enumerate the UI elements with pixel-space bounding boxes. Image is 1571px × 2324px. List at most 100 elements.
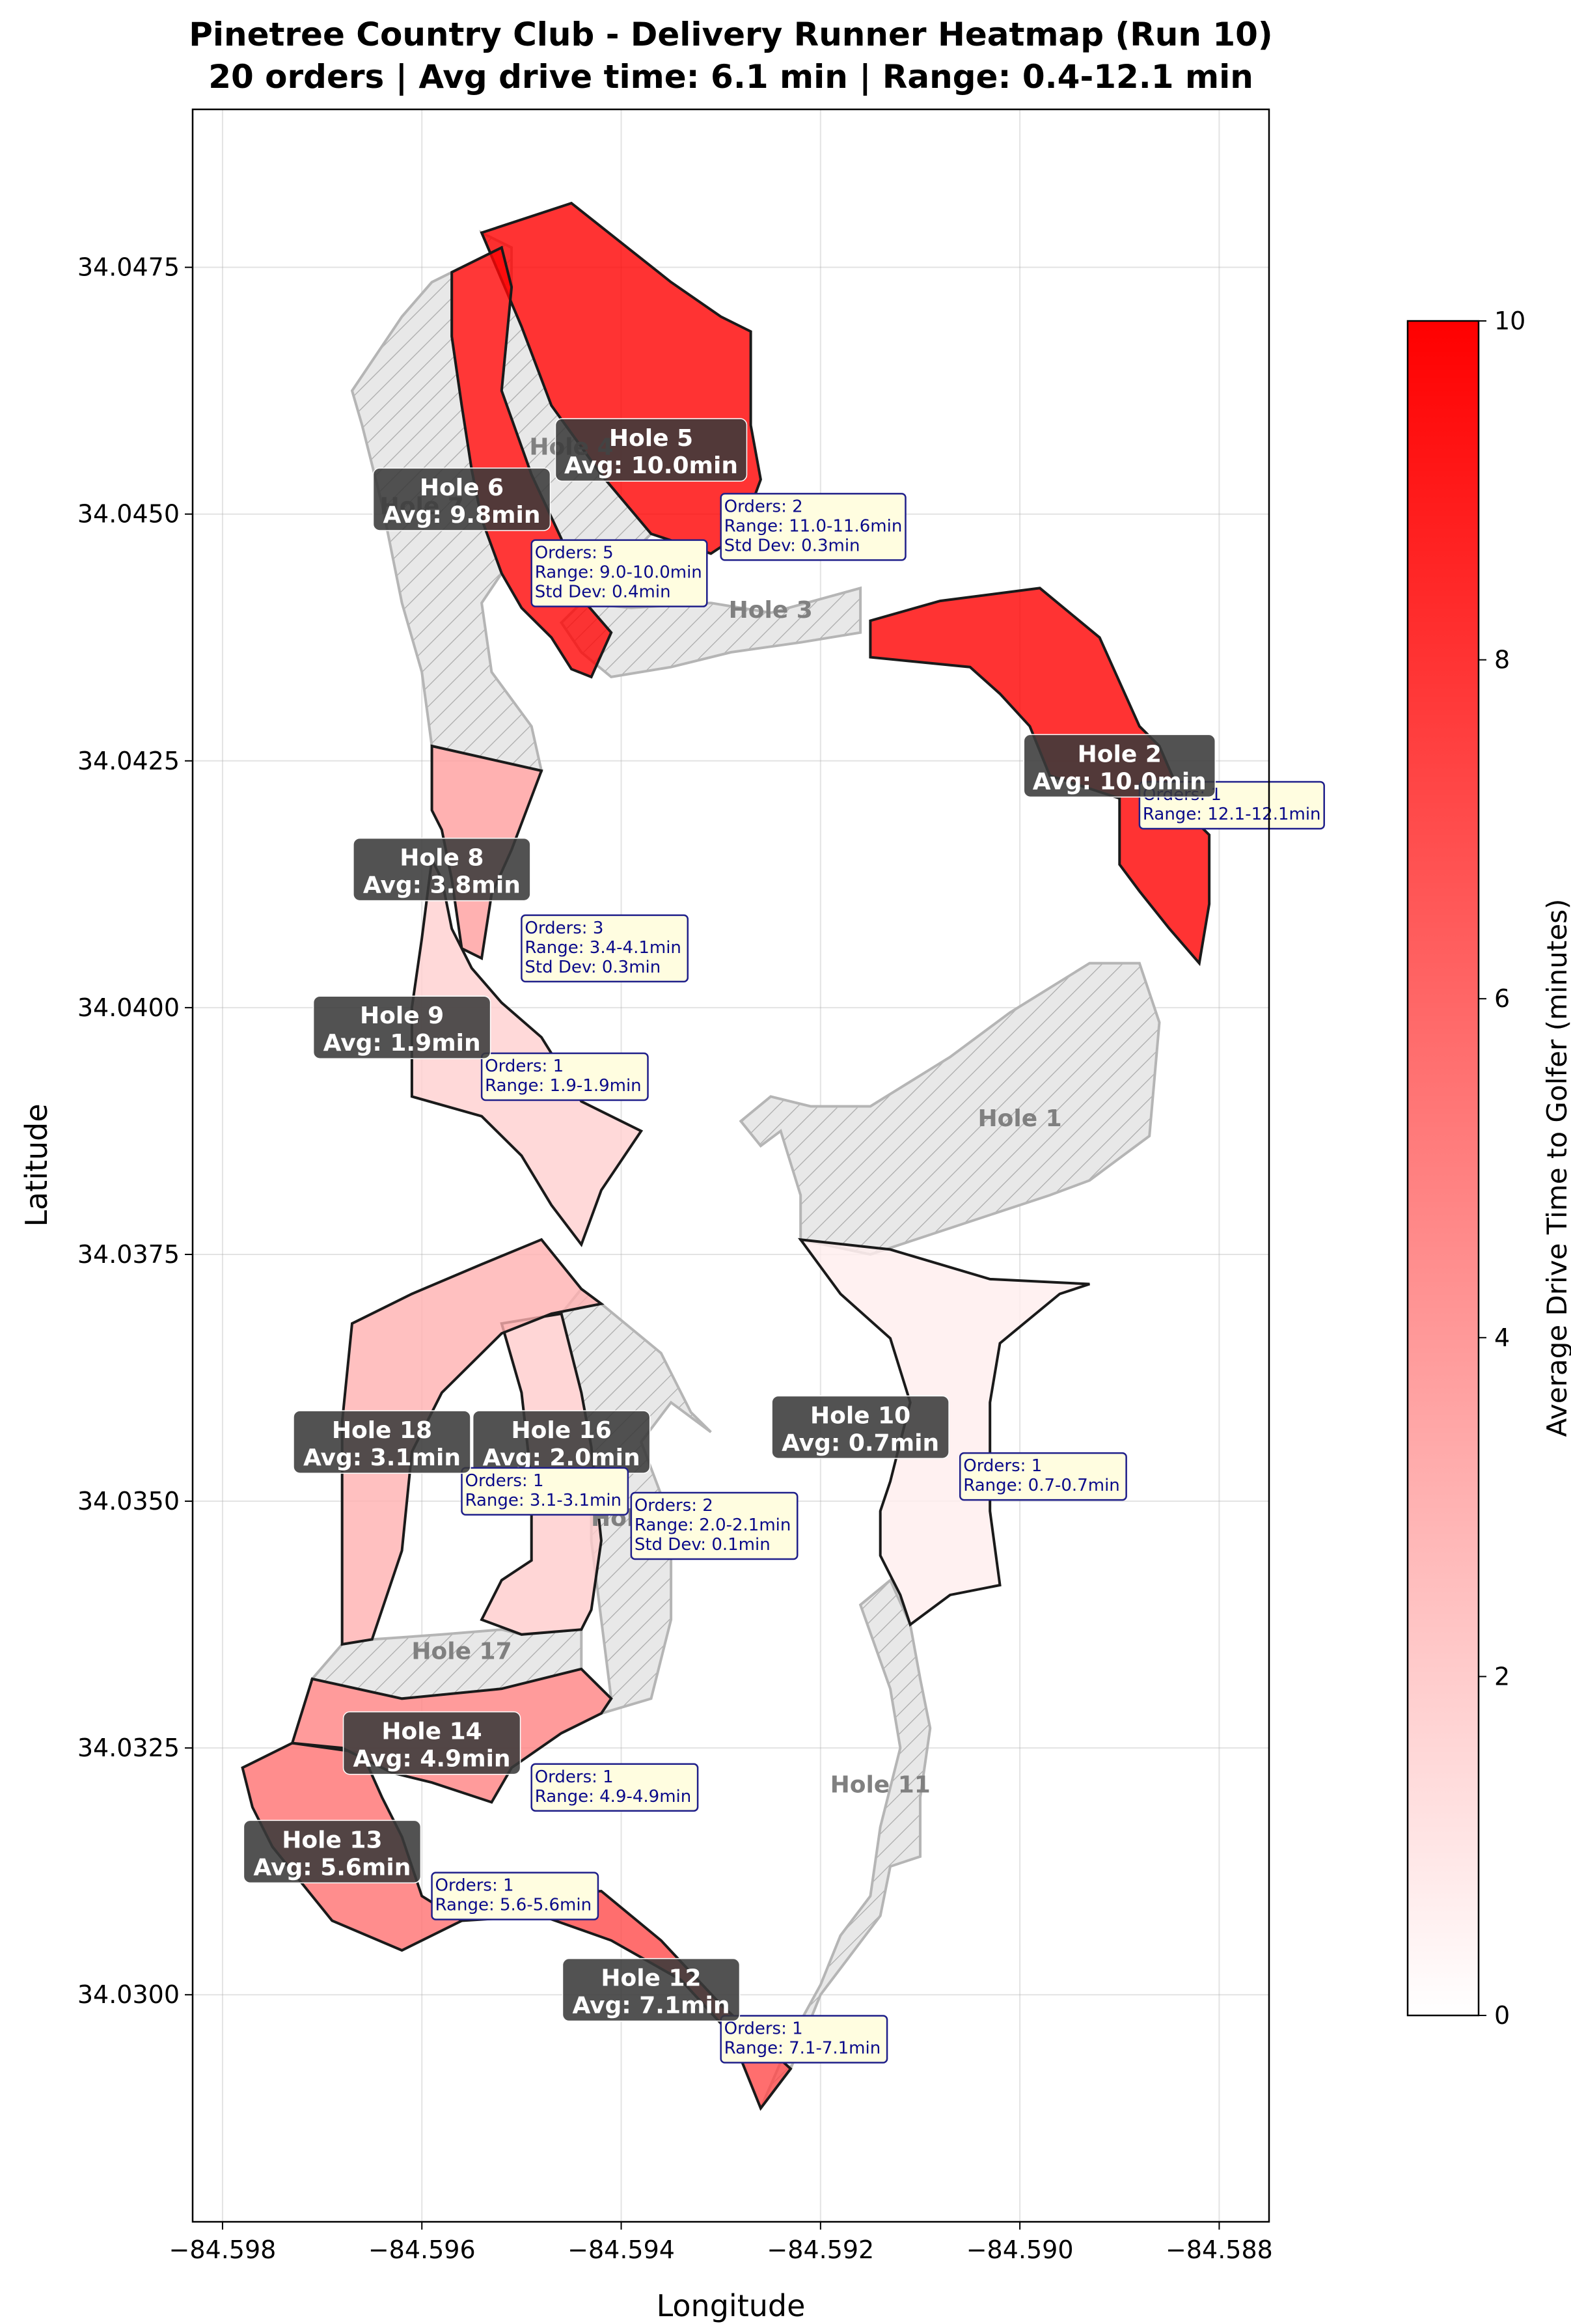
hole-label-hole-1: Hole 1 (978, 1105, 1062, 1132)
stats-line: Orders: 2 (635, 1496, 713, 1515)
hole-area-hole-18 (340, 1238, 605, 1646)
stats-line: Std Dev: 0.4min (535, 583, 671, 602)
y-tick-label: 34.0375 (77, 1240, 180, 1269)
hole-card-name: Hole 10 (810, 1402, 910, 1429)
hole-card-avg: Avg: 3.8min (363, 872, 521, 899)
colorbar-tick-label: 2 (1494, 1662, 1510, 1691)
stats-line: Range: 11.0-11.6min (724, 516, 903, 536)
stats-box-frame (530, 1763, 699, 1812)
stats-line: Range: 4.9-4.9min (535, 1787, 692, 1806)
y-tick-label: 34.0350 (77, 1487, 180, 1515)
stats-line: Range: 0.7-0.7min (963, 1476, 1120, 1495)
stats-box-frame (530, 539, 708, 607)
stats-line: Orders: 5 (535, 544, 614, 563)
y-tick-label: 34.0425 (77, 747, 180, 775)
hole-card-name: Hole 16 (512, 1417, 612, 1444)
stats-line: Std Dev: 0.1min (635, 1535, 771, 1555)
x-axis-label: Longitude (657, 2288, 806, 2323)
y-tick-label: 34.0325 (77, 1734, 180, 1762)
hole-area-hole-9 (410, 855, 644, 1247)
hole-card-avg: Avg: 5.6min (253, 1854, 411, 1881)
hole-card-name: Hole 12 (601, 1965, 701, 1992)
hole-label-hole-17: Hole 17 (411, 1639, 512, 1665)
colorbar (1406, 320, 1480, 2017)
stats-line: Orders: 1 (435, 1876, 514, 1896)
hole-card-bg (771, 1395, 949, 1459)
stats-line: Orders: 3 (525, 919, 603, 938)
hole-card-avg: Avg: 10.0min (564, 452, 738, 479)
stats-line: Orders: 1 (485, 1057, 564, 1076)
stats-box-frame (480, 1052, 649, 1101)
stats-line: Range: 5.6-5.6min (435, 1896, 592, 1915)
hole-card-avg: Avg: 7.1min (572, 1993, 730, 2019)
stats-line: Orders: 1 (535, 1767, 614, 1787)
hole-card-avg: Avg: 1.9min (323, 1030, 481, 1057)
hole-card-bg (293, 1410, 471, 1474)
chart-title-line2: 20 orders | Avg drive time: 6.1 min | Ra… (208, 58, 1253, 96)
stats-line: Range: 12.1-12.1min (1143, 805, 1321, 824)
hole-card-bg (1023, 734, 1216, 798)
hole-label-hole-3: Hole 3 (729, 597, 813, 624)
hole-card-avg: Avg: 4.9min (353, 1746, 511, 1773)
x-tick-label: −84.594 (567, 2235, 675, 2264)
y-tick-label: 34.0475 (77, 253, 180, 282)
stats-line: Range: 3.4-4.1min (525, 938, 681, 958)
stats-box-frame (959, 1452, 1127, 1501)
stats-line: Range: 3.1-3.1min (465, 1491, 622, 1510)
hole-card-bg (562, 1957, 741, 2022)
stats-box-frame (521, 914, 689, 983)
colorbar-label: Average Drive Time to Golfer (minutes) (1541, 899, 1571, 1437)
y-tick-label: 34.0450 (77, 500, 180, 529)
hole-card-name: Hole 18 (332, 1417, 432, 1444)
hole-card-avg: Avg: 0.7min (782, 1430, 939, 1456)
hole-card-avg: Avg: 3.1min (303, 1445, 461, 1471)
stats-line: Range: 9.0-10.0min (535, 563, 702, 583)
hole-card-bg (342, 1711, 521, 1775)
hole-card-avg: Avg: 2.0min (483, 1445, 640, 1471)
stats-line: Range: 7.1-7.1min (724, 2038, 881, 2058)
plot-frame (191, 108, 1270, 2223)
x-tick-label: −84.592 (767, 2235, 874, 2264)
hole-card-name: Hole 5 (609, 425, 693, 452)
colorbar-tick-label: 6 (1494, 984, 1510, 1013)
hole-card-name: Hole 14 (381, 1719, 482, 1745)
x-tick-label: −84.588 (1166, 2235, 1273, 2264)
y-axis-ticks: 34.0300 34.0325 34.0350 34.0375 34.0400 34.04… (77, 253, 193, 2009)
stats-line: Std Dev: 0.3min (525, 958, 661, 977)
y-tick-label: 34.0400 (77, 993, 180, 1022)
hole-card-avg: Avg: 9.8min (383, 502, 541, 529)
hole-card-name: Hole 8 (400, 845, 484, 872)
stats-line: Orders: 1 (724, 2019, 803, 2038)
y-tick-label: 34.0300 (77, 1980, 180, 2009)
hole-card-bg (312, 995, 491, 1059)
hole-card-bg (353, 837, 531, 902)
hole-card-avg: Avg: 10.0min (1033, 768, 1207, 795)
colorbar-tick-label: 8 (1494, 646, 1510, 674)
stats-box-frame (720, 493, 907, 561)
stats-box-frame (461, 1467, 629, 1516)
hole-card-bg (554, 418, 748, 482)
x-tick-label: −84.598 (169, 2235, 277, 2264)
colorbar-tick-label: 10 (1494, 307, 1525, 335)
x-axis-ticks: −84.598 −84.596 −84.594 −84.592 −84.590 −84.5… (169, 2222, 1273, 2264)
hole-card-name: Hole 13 (282, 1827, 382, 1853)
hole-card-name: Hole 9 (360, 1003, 444, 1029)
